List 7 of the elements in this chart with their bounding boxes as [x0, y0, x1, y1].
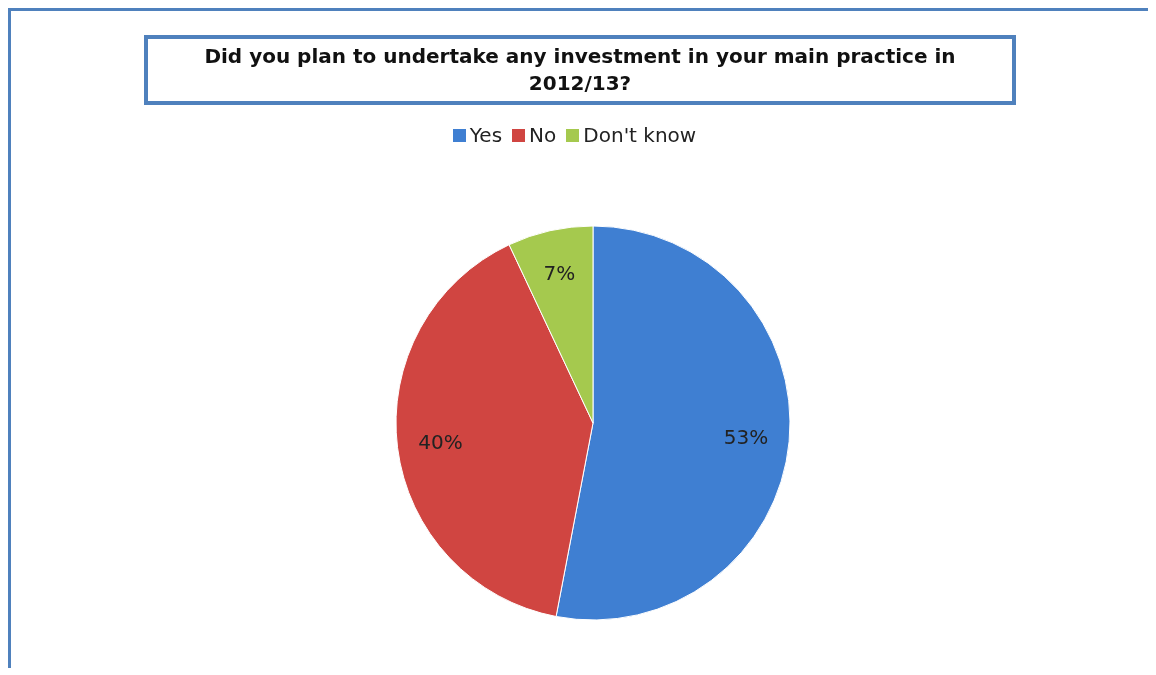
- data-label: 53%: [723, 425, 769, 450]
- data-label: 7%: [543, 261, 576, 286]
- legend-label: Yes: [468, 123, 503, 147]
- chart-title: Did you plan to undertake any investment in your main practice in 2012/13?: [144, 35, 1016, 105]
- legend-label: No: [528, 123, 557, 147]
- data-label: 40%: [418, 430, 463, 455]
- legend-label: Don't know: [582, 123, 697, 147]
